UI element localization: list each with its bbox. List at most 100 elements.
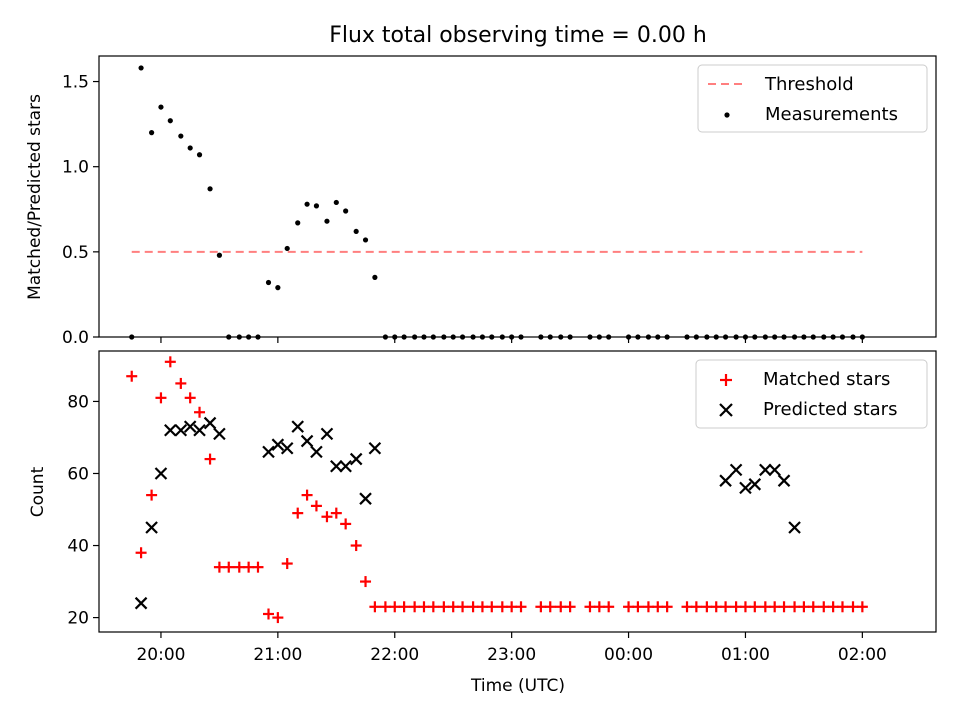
predicted-legend-swatch	[719, 403, 733, 417]
measurement-point	[499, 334, 505, 340]
bottom-panel: 20 40 60 80 20:00 21:00 22:00 23:00 00:00 01:00 0…	[28, 350, 937, 696]
predicted-stars-series	[134, 416, 801, 610]
measurement-point	[781, 334, 787, 340]
measurement-point	[158, 104, 164, 110]
matched-star-point	[272, 612, 284, 624]
matched-star-point	[350, 540, 362, 552]
measurement-point	[412, 334, 418, 340]
predicted-star-point	[174, 423, 188, 437]
predicted-star-point	[300, 434, 314, 448]
measurement-point	[733, 334, 739, 340]
matched-star-point	[418, 601, 430, 613]
measurement-point	[839, 334, 846, 340]
predicted-star-point	[719, 474, 732, 487]
matched-star-point	[789, 601, 801, 613]
measurement-point	[635, 334, 641, 340]
x-tick-label: 02:00	[838, 645, 887, 665]
predicted-star-point	[310, 445, 323, 459]
x-tick-label: 01:00	[721, 645, 770, 665]
predicted-star-point	[271, 438, 285, 451]
measurement-point	[567, 334, 573, 340]
predicted-star-point	[768, 463, 781, 477]
predicted-star-point	[320, 427, 334, 441]
predicted-star-point	[777, 474, 791, 487]
matched-stars-series	[126, 356, 868, 624]
top-legend: Threshold Measurements	[697, 64, 928, 133]
measurement-point	[129, 334, 135, 340]
measurement-point	[742, 334, 749, 340]
x-tick-label: 23:00	[487, 645, 536, 665]
matched-star-point	[398, 601, 410, 613]
predicted-star-point	[339, 460, 352, 473]
matched-star-point	[710, 601, 722, 613]
measurement-point	[558, 334, 564, 340]
measurement-point	[684, 334, 690, 340]
matched-star-point	[223, 561, 235, 573]
matched-star-point	[281, 558, 293, 570]
measurement-point	[655, 334, 661, 340]
measurement-point	[353, 228, 359, 235]
measurement-point	[430, 334, 436, 340]
bottom-y-ticks: 20 40 60 80	[67, 392, 99, 629]
matched-star-point	[856, 601, 868, 613]
x-tick-label: 20:00	[136, 645, 185, 665]
matched-star-point	[438, 601, 450, 613]
measurement-point	[772, 334, 778, 340]
matched-legend-swatch	[720, 374, 732, 386]
predicted-star-point	[368, 441, 382, 455]
measurement-point	[704, 334, 710, 340]
measurement-point	[722, 334, 729, 340]
measurement-point	[313, 203, 320, 209]
measurement-point	[791, 334, 798, 340]
measurement-point	[265, 279, 272, 286]
measurement-point	[859, 334, 865, 340]
measurement-point	[382, 334, 389, 340]
predicted-star-point	[729, 463, 743, 477]
matched-star-point	[252, 561, 264, 573]
top-y-tick-label: 1.5	[62, 73, 89, 93]
matched-star-point	[739, 601, 751, 613]
top-y-tick-label: 1.0	[62, 158, 89, 178]
matched-star-point	[263, 608, 275, 620]
measurement-point	[178, 133, 184, 139]
bottom-y-tick-label: 80	[67, 392, 89, 412]
threshold-legend-label: Threshold	[764, 74, 854, 95]
matched-star-point	[496, 601, 508, 613]
predicted-star-point	[291, 420, 305, 433]
measurement-point	[304, 201, 310, 207]
predicted-star-point	[213, 427, 226, 441]
matched-star-point	[690, 601, 702, 613]
measurement-point	[547, 334, 553, 340]
matched-star-point	[146, 489, 158, 501]
matched-star-point	[623, 601, 635, 613]
matched-star-point	[836, 601, 848, 613]
bottom-legend: Matched stars Predicted stars	[695, 359, 928, 429]
measurement-point	[752, 334, 758, 340]
measurement-point	[693, 334, 699, 340]
measurement-point	[587, 334, 593, 340]
bottom-x-ticks: 20:00 21:00 22:00 23:00 00:00 01:00 02:00	[136, 632, 887, 665]
measurement-point	[284, 245, 290, 252]
predicted-star-point	[183, 420, 197, 433]
matched-star-point	[778, 601, 790, 613]
measurement-point	[421, 334, 427, 340]
predicted-star-point	[788, 521, 801, 534]
measurement-point	[343, 208, 349, 214]
measurement-point	[518, 334, 524, 340]
matched-star-point	[642, 601, 654, 613]
measurement-point	[810, 334, 816, 340]
measurement-point	[645, 334, 652, 340]
top-y-tick-label: 0.0	[62, 328, 89, 348]
matched-star-point	[447, 601, 459, 613]
matched-star-point	[292, 507, 304, 519]
measurement-point	[479, 334, 486, 340]
measurement-point	[850, 334, 856, 340]
matched-star-point	[369, 601, 381, 613]
matched-star-point	[652, 601, 664, 613]
matched-star-point	[467, 601, 479, 613]
matched-star-point	[798, 601, 810, 613]
measurement-point	[149, 130, 155, 136]
measurement-point	[489, 334, 495, 340]
matched-star-point	[847, 601, 859, 613]
bottom-y-axis-label: Count	[28, 466, 48, 517]
